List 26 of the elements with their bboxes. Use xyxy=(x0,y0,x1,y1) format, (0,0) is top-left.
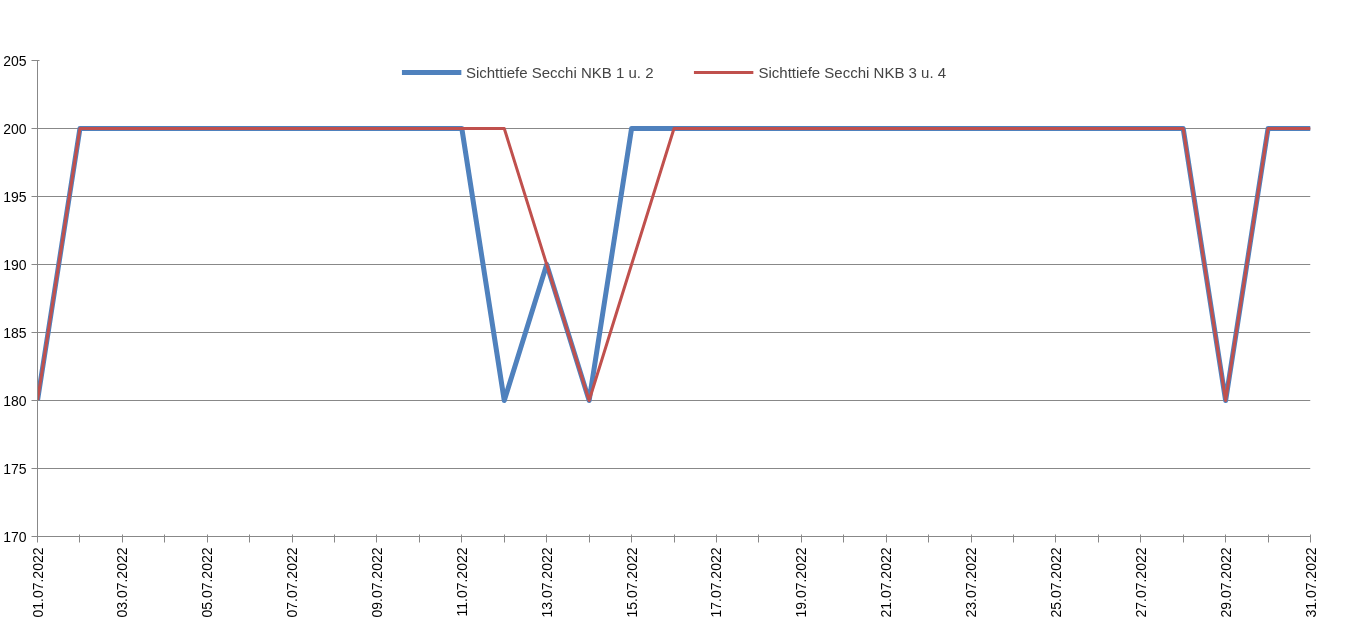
legend-label: Sichttiefe Secchi NKB 1 u. 2 xyxy=(465,63,654,81)
x-tick-label: 25.07.2022 xyxy=(1047,547,1064,618)
x-tick-label: 07.07.2022 xyxy=(284,547,301,618)
y-tick-label: 175 xyxy=(3,460,27,477)
x-tick-label: 17.07.2022 xyxy=(708,547,725,618)
x-tick-label: 15.07.2022 xyxy=(623,547,640,618)
x-tick-label: 31.07.2022 xyxy=(1302,547,1319,618)
x-tick-label: 11.07.2022 xyxy=(453,547,470,617)
x-tick-label: 29.07.2022 xyxy=(1217,547,1234,618)
x-tick-label: 01.07.2022 xyxy=(29,547,46,618)
y-tick-label: 205 xyxy=(3,52,27,69)
x-tick-label: 09.07.2022 xyxy=(368,547,385,618)
x-tick-label: 19.07.2022 xyxy=(793,547,810,618)
y-tick-label: 195 xyxy=(3,188,27,205)
x-tick-label: 27.07.2022 xyxy=(1132,547,1149,618)
y-tick-label: 170 xyxy=(3,528,27,545)
x-tick-label: 21.07.2022 xyxy=(878,547,895,618)
x-tick-label: 13.07.2022 xyxy=(538,547,555,618)
y-tick-label: 180 xyxy=(3,392,27,409)
y-tick-label: 200 xyxy=(3,120,27,137)
y-tick-label: 185 xyxy=(3,324,27,341)
x-tick-label: 03.07.2022 xyxy=(114,547,131,618)
x-tick-label: 05.07.2022 xyxy=(199,547,216,618)
y-tick-label: 190 xyxy=(3,256,27,273)
legend-label: Sichttiefe Secchi NKB 3 u. 4 xyxy=(758,63,947,81)
x-tick-label: 23.07.2022 xyxy=(963,547,980,618)
